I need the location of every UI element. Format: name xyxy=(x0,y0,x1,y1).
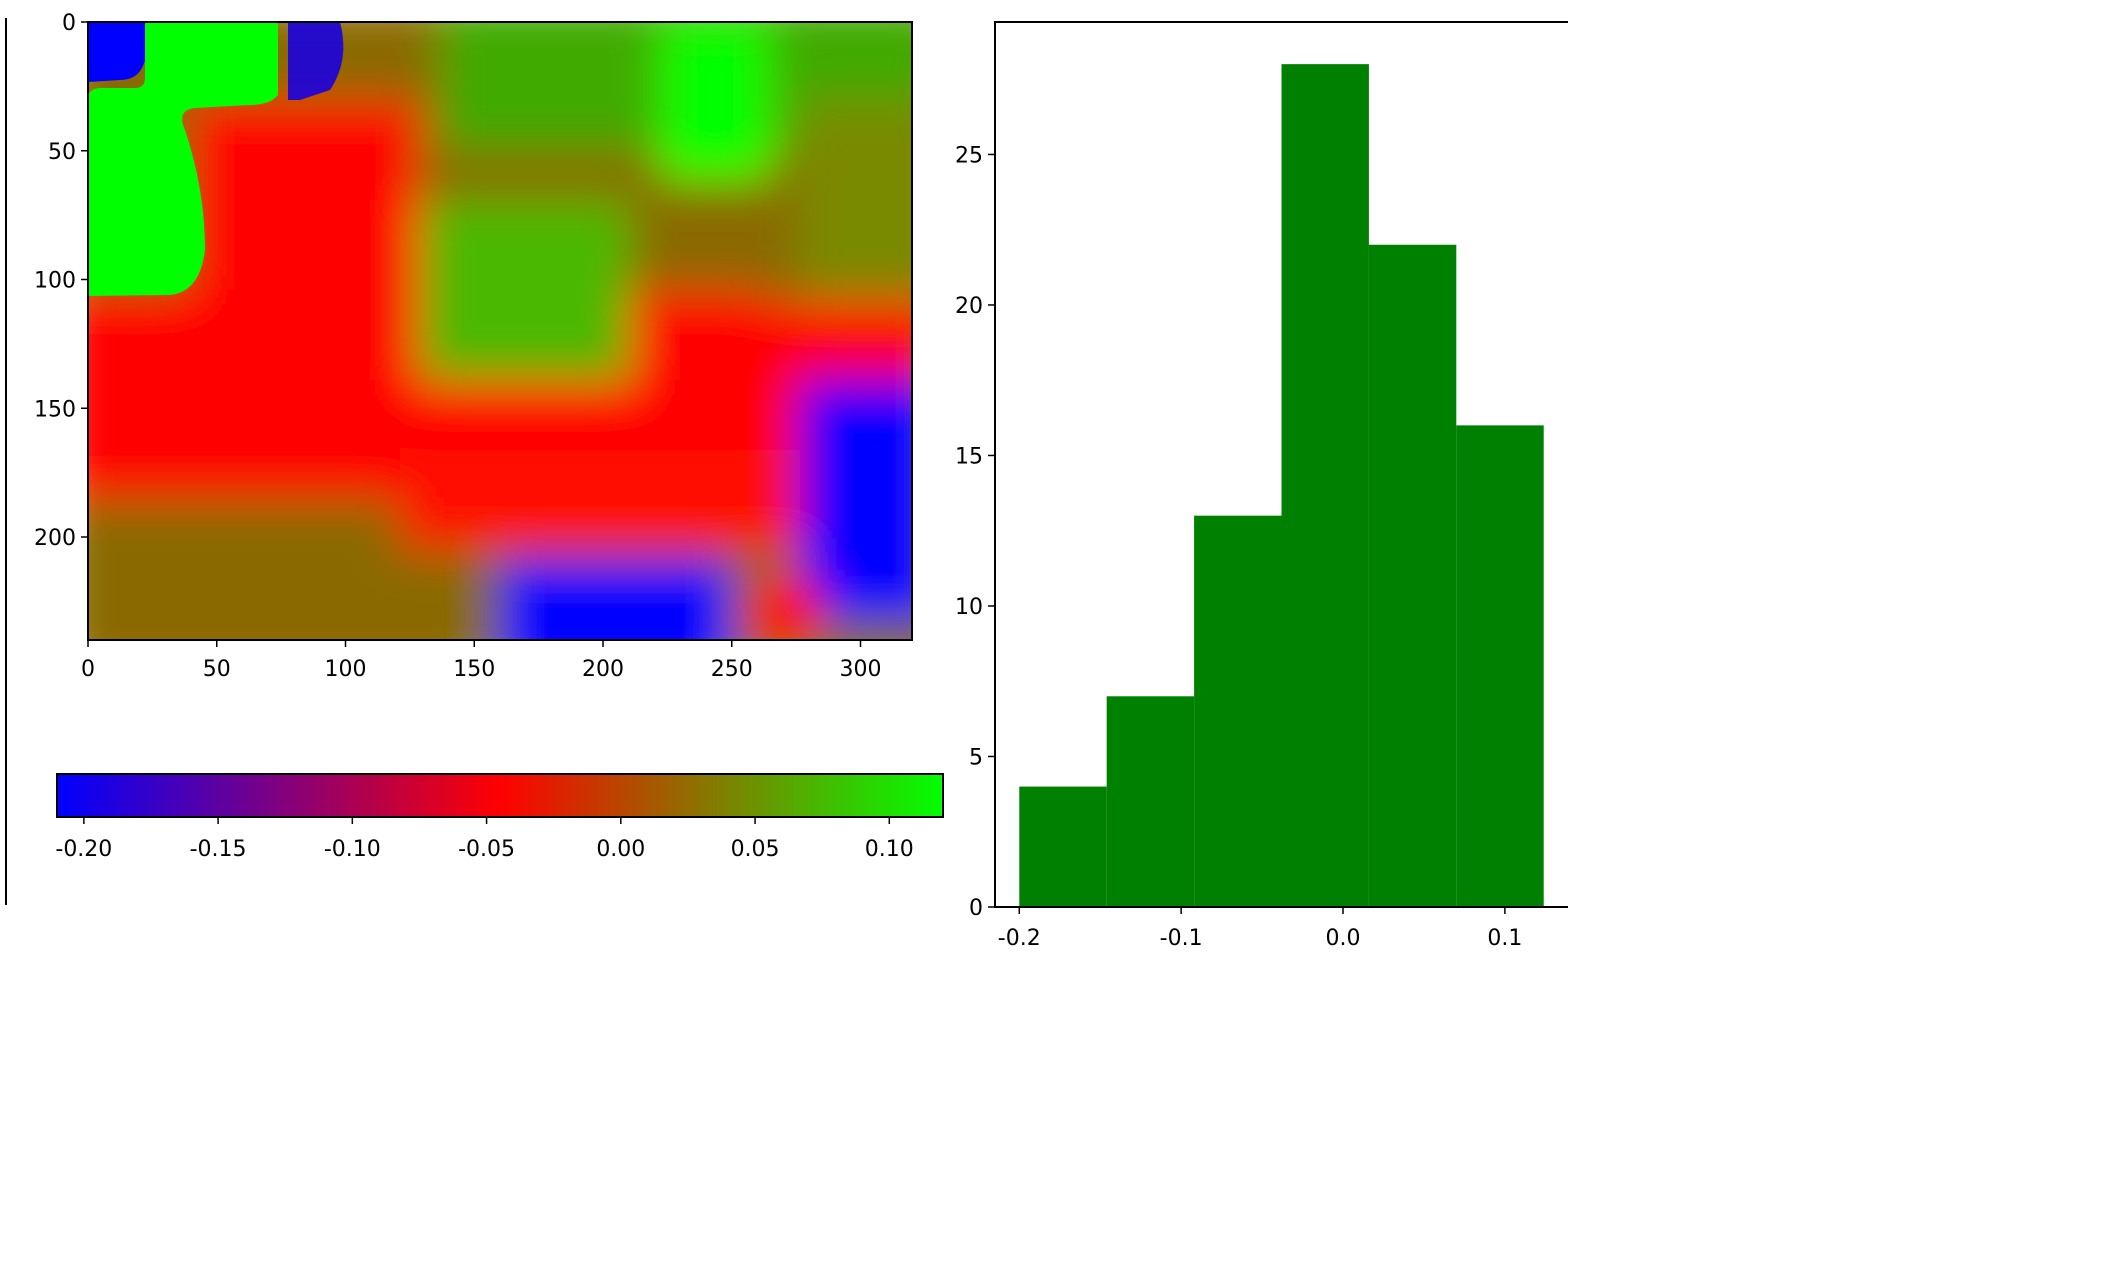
histogram-y-tick-label: 15 xyxy=(955,444,983,469)
colorbar-tick-label: -0.20 xyxy=(55,837,112,862)
heatmap-red-zone xyxy=(190,100,420,360)
heatmap-green-zone xyxy=(660,22,770,180)
histogram-x-axis: -0.2 -0.1 0.0 0.1 xyxy=(998,907,1522,951)
histogram-x-tick-label: 0.1 xyxy=(1487,926,1522,951)
heatmap-y-tick-label: 100 xyxy=(34,269,76,294)
colorbar-tick-label: 0.00 xyxy=(596,837,645,862)
histogram-bar xyxy=(1194,515,1282,907)
colorbar-axis: -0.20 -0.15 -0.10 -0.05 0.00 0.05 0.10 xyxy=(55,817,914,862)
heatmap-x-axis: 0 50 100 150 200 250 300 xyxy=(81,640,882,682)
heatmap-panel: 0 50 100 150 200 250 300 0 50 100 150 200 xyxy=(34,11,913,682)
heatmap-y-tick-label: 0 xyxy=(62,11,76,36)
heatmap-x-tick-label: 300 xyxy=(840,657,882,682)
heatmap-low-blob xyxy=(88,22,145,82)
heatmap-frame xyxy=(87,21,913,641)
heatmap-red-zone xyxy=(400,450,820,550)
histogram-bar xyxy=(1106,696,1195,907)
heatmap-y-axis: 0 50 100 150 200 xyxy=(34,11,88,551)
heatmap-green-zone xyxy=(420,200,630,380)
histogram-bar xyxy=(1019,786,1107,907)
histogram-y-axis: 0 5 10 15 20 25 xyxy=(955,143,995,921)
histogram-y-tick-label: 25 xyxy=(955,143,983,168)
histogram-x-tick-label: 0.0 xyxy=(1326,926,1361,951)
heatmap-low-blob xyxy=(288,22,344,100)
histogram-panel: -0.2 -0.1 0.0 0.1 0 5 10 15 20 25 xyxy=(955,21,1568,951)
heatmap-high-blob xyxy=(88,22,278,296)
heatmap-y-tick-label: 150 xyxy=(34,397,76,422)
heatmap-x-tick-label: 250 xyxy=(711,657,753,682)
heatmap-x-tick-label: 150 xyxy=(453,657,495,682)
heatmap-x-tick-label: 200 xyxy=(582,657,624,682)
colorbar-gradient xyxy=(56,773,944,818)
histogram-frame xyxy=(994,21,1568,908)
colorbar-tick-label: 0.10 xyxy=(865,837,914,862)
heatmap-image xyxy=(88,22,912,640)
histogram-y-tick-label: 20 xyxy=(955,294,983,319)
heatmap-blue-zone xyxy=(500,560,730,640)
heatmap-blue-zone xyxy=(800,380,912,620)
heatmap-red-spot xyxy=(747,572,823,640)
colorbar-tick-label: -0.15 xyxy=(190,837,247,862)
histogram-x-tick-label: -0.2 xyxy=(998,926,1041,951)
colorbar-tick-label: -0.10 xyxy=(324,837,381,862)
heatmap-y-tick-label: 50 xyxy=(48,140,76,165)
histogram-bar xyxy=(1456,425,1544,907)
heatmap-x-tick-label: 0 xyxy=(81,657,95,682)
histogram-y-tick-label: 0 xyxy=(969,896,983,921)
histogram-bar xyxy=(1368,244,1457,907)
colorbar: -0.20 -0.15 -0.10 -0.05 0.00 0.05 0.10 xyxy=(55,773,944,862)
histogram-bar xyxy=(1281,64,1369,907)
colorbar-tick-label: 0.05 xyxy=(731,837,780,862)
colorbar-tick-label: -0.05 xyxy=(458,837,515,862)
histogram-x-tick-label: -0.1 xyxy=(1160,926,1203,951)
heatmap-green-zone xyxy=(800,100,912,300)
histogram-y-tick-label: 5 xyxy=(969,745,983,770)
heatmap-x-tick-label: 50 xyxy=(203,657,231,682)
heatmap-x-tick-label: 100 xyxy=(325,657,367,682)
histogram-y-tick-label: 10 xyxy=(955,595,983,620)
heatmap-y-tick-label: 200 xyxy=(34,526,76,551)
histogram-bars xyxy=(1019,64,1544,907)
